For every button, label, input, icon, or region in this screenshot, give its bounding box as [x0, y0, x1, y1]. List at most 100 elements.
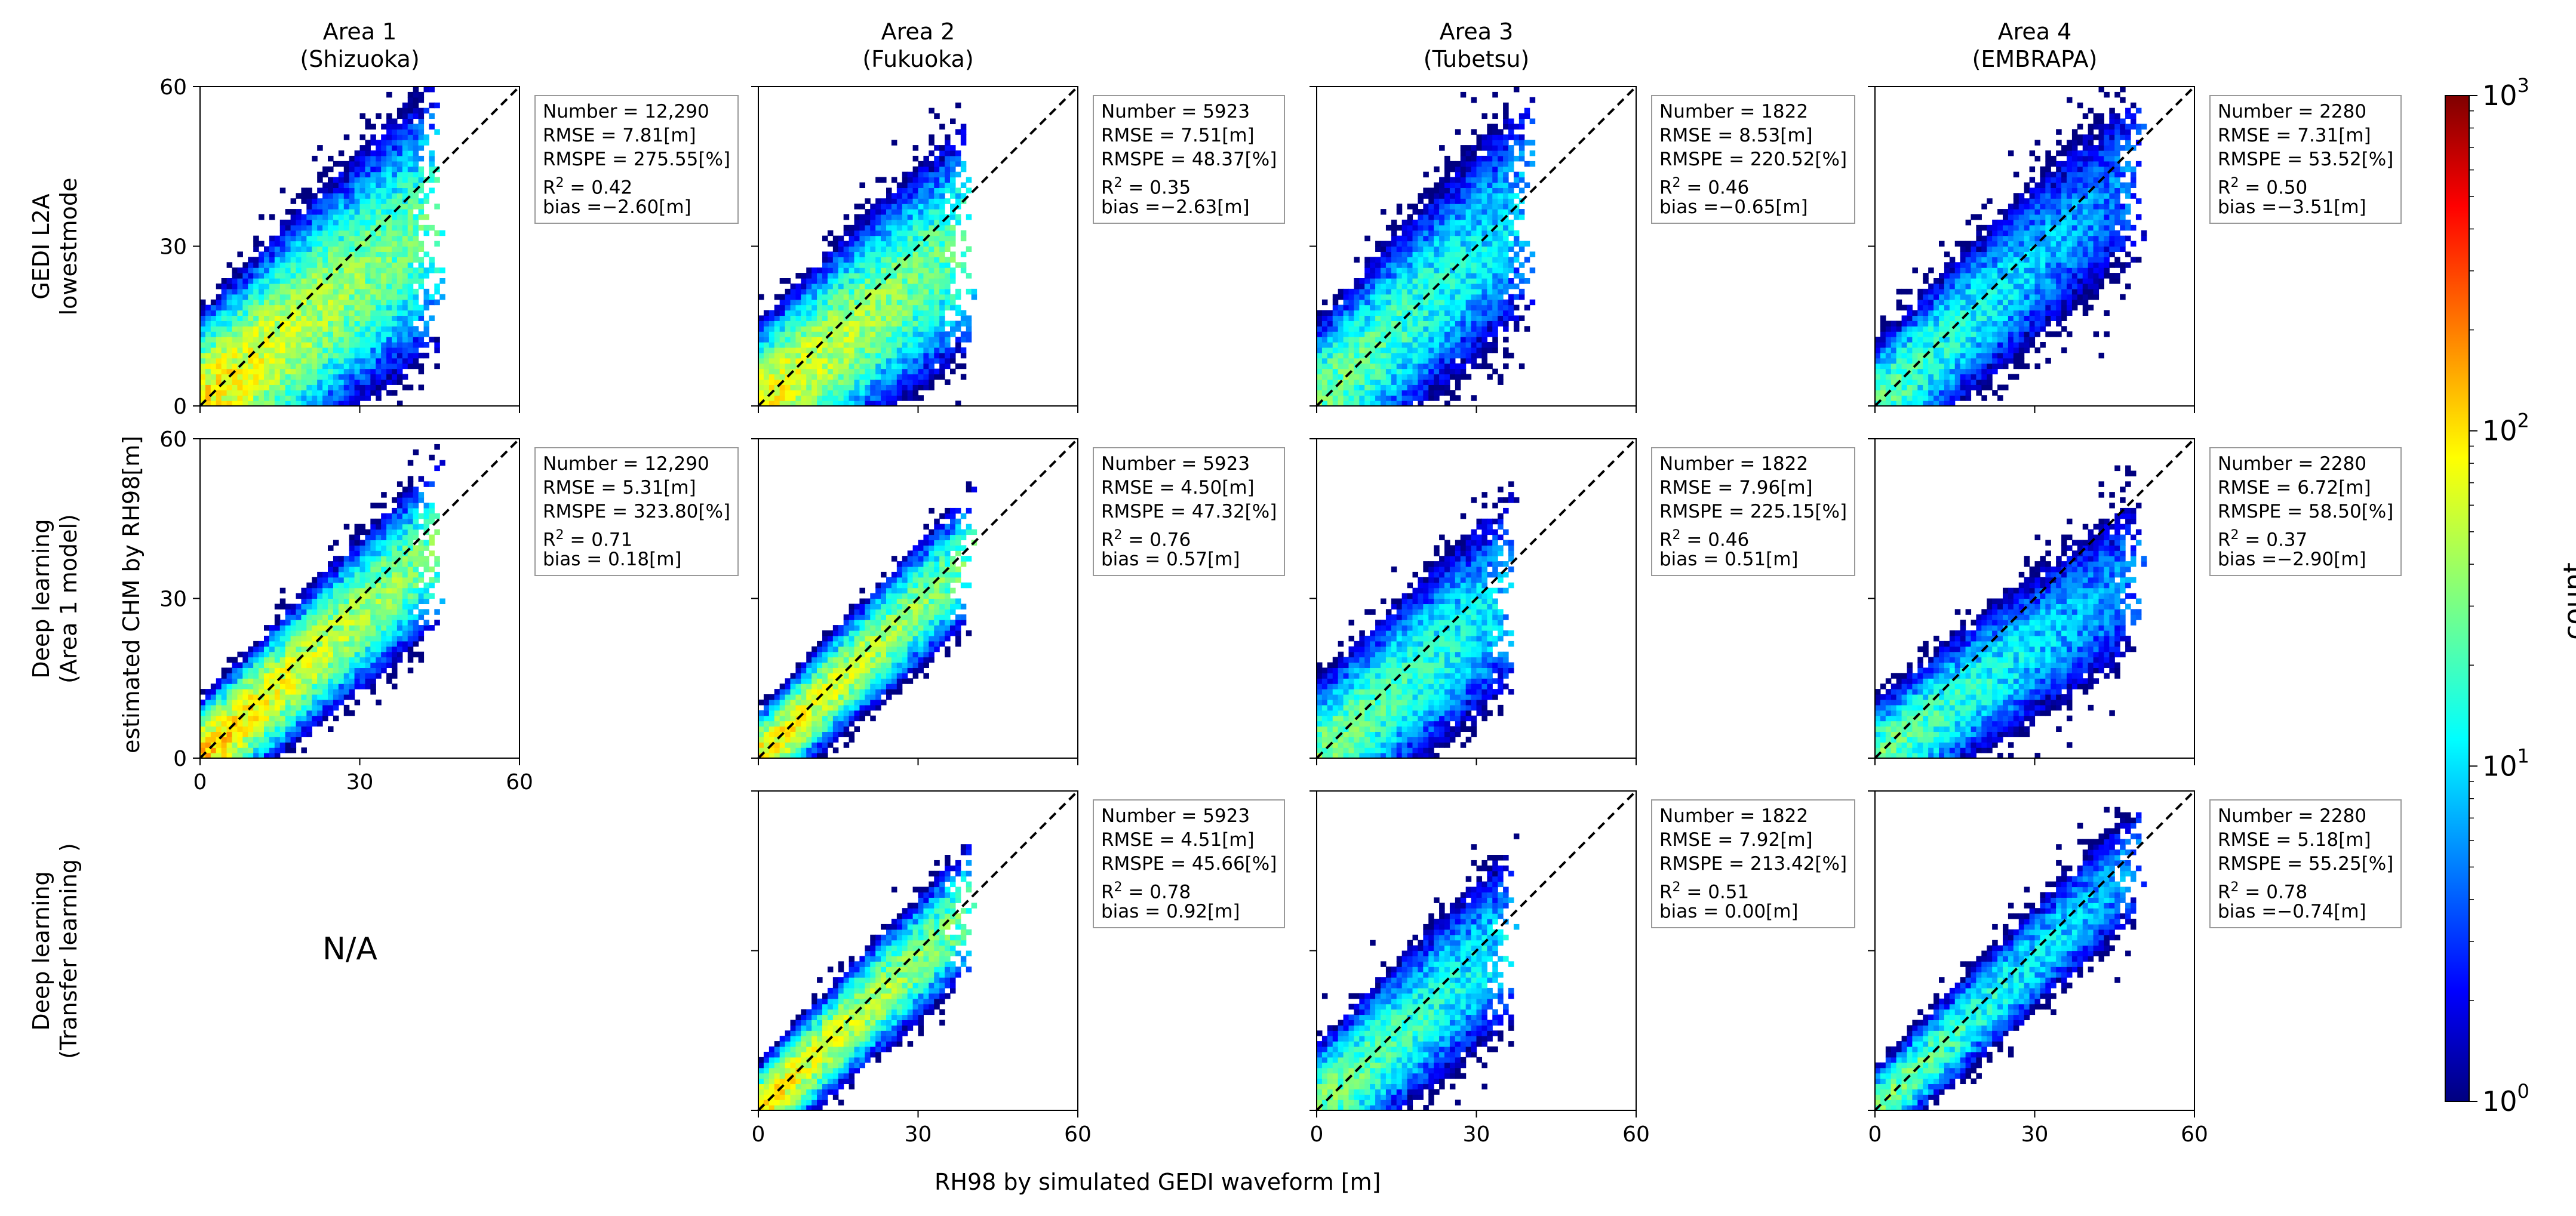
heatmap-cell: [221, 283, 228, 290]
heatmap-cell: [354, 230, 361, 236]
heatmap-cell: [1498, 310, 1504, 316]
heatmap-cell: [418, 140, 425, 146]
heatmap-cell: [1412, 363, 1419, 370]
heatmap-cell: [381, 288, 387, 295]
heatmap-cell: [929, 347, 935, 353]
heatmap-cell: [859, 310, 865, 316]
heatmap-cell: [1418, 358, 1424, 364]
heatmap-cell: [881, 379, 887, 385]
heatmap-cell: [817, 288, 823, 295]
heatmap-cell: [1444, 347, 1450, 353]
heatmap-cell: [1465, 342, 1472, 348]
heatmap-cell: [328, 395, 334, 401]
heatmap-cell: [1364, 273, 1370, 279]
heatmap-cell: [1423, 283, 1429, 290]
heatmap-cell: [849, 347, 855, 353]
heatmap-cell: [1364, 278, 1370, 284]
heatmap-cell: [328, 374, 334, 380]
heatmap-cell: [1396, 209, 1403, 215]
heatmap-cell: [1354, 358, 1360, 364]
heatmap-cell: [955, 304, 961, 311]
heatmap-cell: [1455, 294, 1461, 300]
heatmap-cell: [790, 310, 797, 316]
heatmap-cell: [381, 246, 387, 253]
heatmap-cell: [817, 358, 823, 364]
heatmap-cell: [774, 374, 780, 380]
heatmap-cell: [1508, 230, 1514, 236]
heatmap-cell: [865, 379, 871, 385]
heatmap-cell: [1359, 390, 1365, 396]
heatmap-cell: [822, 337, 828, 343]
heatmap-cell: [1418, 273, 1424, 279]
heatmap-cell: [264, 251, 270, 257]
heatmap-cell: [365, 273, 371, 279]
heatmap-cell: [1375, 358, 1381, 364]
heatmap-cell: [423, 140, 430, 146]
heatmap-cell: [849, 337, 855, 343]
heatmap-cell: [1439, 379, 1445, 385]
heatmap-cell: [1487, 262, 1493, 268]
heatmap-cell: [317, 145, 323, 151]
heatmap-cell: [1481, 363, 1487, 370]
heatmap-cell: [1364, 283, 1370, 290]
heatmap-cell: [1428, 384, 1434, 390]
heatmap-cell: [1939, 379, 1945, 385]
heatmap-cell: [1997, 299, 2003, 306]
heatmap-cell: [392, 326, 398, 332]
heatmap-cell: [912, 358, 919, 364]
heatmap-cell: [763, 321, 770, 327]
heatmap-cell: [1460, 331, 1467, 337]
heatmap-cell: [843, 214, 850, 220]
heatmap-cell: [392, 145, 398, 151]
heatmap-cell: [2003, 299, 2009, 306]
heatmap-cell: [1455, 342, 1461, 348]
heatmap-cell: [886, 347, 892, 353]
heatmap-cell: [248, 283, 254, 290]
heatmap-cell: [1375, 337, 1381, 343]
heatmap-cell: [354, 251, 361, 257]
heatmap-cell: [354, 321, 361, 327]
heatmap-cell: [859, 337, 865, 343]
heatmap-cell: [950, 182, 956, 189]
heatmap-cell: [1449, 209, 1456, 215]
heatmap-cell: [402, 155, 408, 162]
heatmap-cell: [870, 235, 876, 242]
heatmap-cell: [392, 262, 398, 268]
heatmap-cell: [1508, 134, 1514, 140]
heatmap-cell: [370, 235, 376, 242]
heatmap-cell: [1343, 310, 1350, 316]
heatmap-cell: [1965, 273, 1972, 279]
heatmap-cell: [1476, 326, 1483, 332]
heatmap-cell: [865, 235, 871, 242]
heatmap-cell: [1923, 358, 1929, 364]
heatmap-cell: [359, 113, 366, 119]
heatmap-cell: [2003, 267, 2009, 273]
heatmap-cell: [322, 358, 328, 364]
heatmap-cell: [1449, 241, 1456, 247]
heatmap-cell: [407, 219, 414, 226]
heatmap-cell: [253, 352, 259, 359]
heatmap-cell: [359, 150, 366, 156]
heatmap-cell: [1375, 241, 1381, 247]
heatmap-cell: [269, 395, 275, 401]
heatmap-cell: [381, 251, 387, 257]
heatmap-cell: [1896, 347, 1902, 353]
heatmap-cell: [322, 347, 328, 353]
heatmap-cell: [381, 214, 387, 220]
heatmap-cell: [1364, 368, 1370, 375]
heatmap-cell: [865, 198, 871, 204]
heatmap-cell: [918, 283, 924, 290]
heatmap-cell: [1917, 315, 1923, 321]
heatmap-cell: [1375, 304, 1381, 311]
heatmap-cell: [402, 342, 408, 348]
heatmap-cell: [210, 352, 217, 359]
heatmap-cell: [226, 321, 233, 327]
heatmap-cell: [1465, 198, 1472, 204]
heatmap-cell: [881, 177, 887, 183]
heatmap-cell: [1401, 347, 1408, 353]
heatmap-cell: [1423, 288, 1429, 295]
heatmap-cell: [1381, 310, 1387, 316]
heatmap-cell: [1401, 337, 1408, 343]
heatmap-cell: [785, 358, 791, 364]
heatmap-cell: [413, 241, 419, 247]
